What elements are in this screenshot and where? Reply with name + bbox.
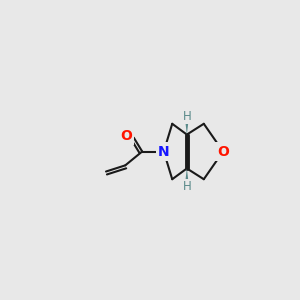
Text: O: O (120, 129, 132, 143)
Text: H: H (182, 180, 191, 193)
Text: N: N (158, 145, 170, 158)
Polygon shape (185, 168, 189, 184)
Polygon shape (185, 118, 189, 135)
Text: H: H (182, 110, 191, 123)
Text: O: O (217, 145, 229, 158)
